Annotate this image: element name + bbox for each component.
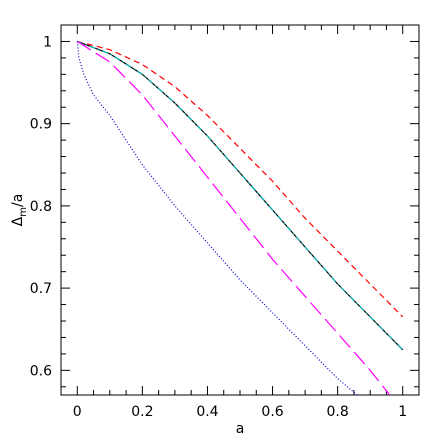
series-line-solid [77,40,404,351]
series-line-short-dash [77,40,404,318]
y-tick-label: 1 [43,34,52,50]
svg-text:Δm/a: Δm/a [10,194,29,227]
x-tick-label: 0.8 [327,404,349,420]
x-tick-label: 1 [398,404,407,420]
y-axis-label-main: Δ [10,216,26,226]
y-axis-label-suffix: /a [10,194,26,207]
y-tick-label: 0.8 [30,199,52,215]
y-tick-label: 0.9 [30,117,52,133]
x-tick-label: 0.6 [261,404,283,420]
x-tick-label: 0.2 [131,404,153,420]
series-layer [76,40,404,395]
x-tick-label: 0 [73,404,82,420]
series-line-dash-dot [77,40,404,351]
x-axis-label: a [236,421,245,437]
plot-frame [60,24,420,396]
tick-labels: 0 0.2 0.4 0.6 0.8 1 0.6 0.7 0.8 0.9 1 [30,34,407,420]
series-line-long-dash [76,40,391,395]
ticks [61,24,419,395]
y-axis-label-sub: m [18,207,29,217]
y-tick-label: 0.6 [30,363,52,379]
y-tick-label: 0.7 [30,281,52,297]
x-tick-label: 0.4 [196,404,218,420]
y-axis-label: Δm/a [10,194,29,227]
series-line-dotted [76,41,358,395]
